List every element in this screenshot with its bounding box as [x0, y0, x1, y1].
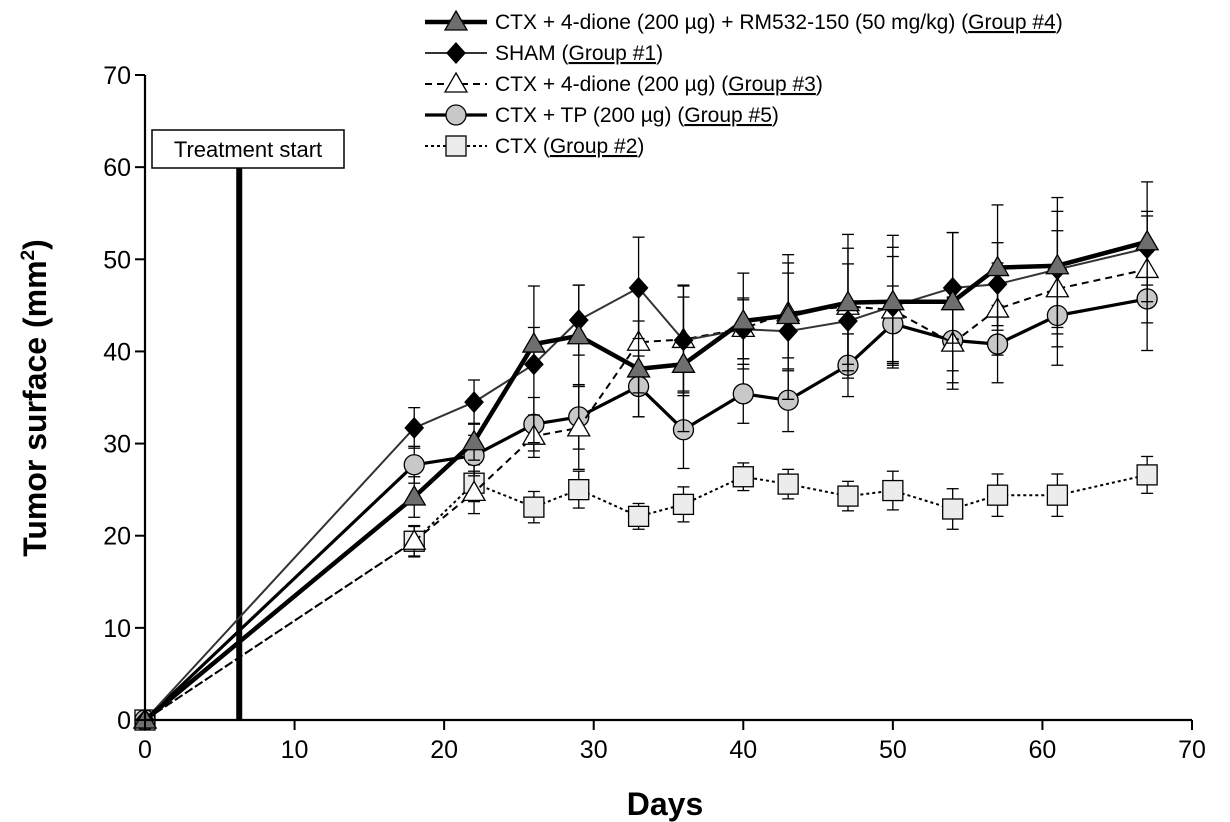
x-tick-label: 10 — [281, 736, 309, 764]
treatment-start-label: Treatment start — [174, 137, 322, 162]
data-point — [403, 454, 425, 476]
y-tick-label: 20 — [103, 523, 131, 551]
data-point — [402, 528, 427, 550]
series-line — [144, 247, 1148, 721]
data-point — [627, 505, 650, 528]
legend-label: CTX + 4-dione (200 µg) + RM532-150 (50 m… — [495, 11, 1063, 34]
y-tick-label: 60 — [103, 154, 131, 182]
x-tick-label: 40 — [729, 736, 757, 764]
y-tick-label: 40 — [103, 338, 131, 366]
data-point — [1136, 464, 1158, 486]
y-tick-label: 30 — [103, 431, 131, 459]
data-point — [1045, 253, 1070, 275]
data-point — [402, 484, 427, 506]
data-point — [942, 498, 964, 520]
x-tick-label: 50 — [879, 736, 907, 764]
x-tick-label: 30 — [580, 736, 608, 764]
legend-label: CTX + TP (200 µg) (Group #5) — [495, 104, 779, 127]
legend-marker — [445, 135, 467, 157]
series-3 — [132, 215, 1160, 729]
data-point — [1135, 229, 1160, 251]
data-point — [777, 473, 799, 495]
x-tick-label: 0 — [138, 736, 152, 764]
data-point — [566, 323, 591, 345]
x-axis-label: Days — [627, 786, 704, 822]
legend-marker — [443, 9, 469, 31]
data-point — [626, 356, 651, 378]
data-point — [732, 466, 754, 488]
y-tick-label: 50 — [103, 246, 131, 274]
data-point — [882, 479, 904, 502]
data-point — [837, 485, 859, 507]
x-tick-label: 60 — [1029, 736, 1057, 764]
series-2 — [135, 210, 1158, 731]
axes: 0 10 20 30 40 50 60 70 0 10 20 30 40 50 60 70 — [103, 62, 1206, 764]
legend-entry-3: CTX + 4-dione (200 µg) (Group #3) — [425, 71, 823, 96]
data-point — [776, 303, 801, 325]
legend-entry-4: CTX + TP (200 µg) (Group #5) — [425, 104, 779, 127]
legend-marker — [446, 42, 466, 64]
data-point — [672, 493, 695, 516]
legend-entry-1: CTX + 4-dione (200 µg) + RM532-150 (50 m… — [425, 9, 1063, 34]
data-point — [521, 331, 547, 353]
data-point — [985, 255, 1010, 277]
data-point — [628, 276, 649, 299]
x-tick-label: 20 — [430, 736, 458, 764]
legend-label: CTX (Group #2) — [495, 135, 644, 158]
data-point — [1046, 484, 1069, 506]
y-axis-label: Tumor surface (mm2) — [17, 239, 53, 557]
data-point — [461, 429, 487, 451]
data-point — [940, 289, 965, 311]
legend-marker — [443, 71, 469, 93]
legend-marker — [445, 104, 467, 126]
legend-label: CTX + 4-dione (200 µg) (Group #3) — [495, 73, 823, 96]
y-tick-label: 70 — [103, 62, 131, 90]
data-point — [986, 484, 1009, 506]
data-point — [671, 352, 696, 373]
series-1 — [132, 181, 1160, 729]
data-point — [835, 290, 861, 312]
data-point — [404, 416, 425, 439]
data-point — [732, 383, 754, 405]
data-point — [731, 308, 756, 330]
x-tick-label: 70 — [1178, 736, 1206, 764]
y-tick-label: 10 — [103, 615, 131, 643]
plot-area: Treatment start — [132, 129, 1160, 731]
series-5 — [134, 455, 1158, 731]
legend-entry-5: CTX (Group #2) — [425, 135, 644, 158]
legend: CTX + 4-dione (200 µg) + RM532-150 (50 m… — [425, 9, 1063, 158]
data-point — [566, 415, 591, 437]
data-point — [464, 391, 484, 414]
y-tick-label: 0 — [117, 707, 131, 735]
legend-entry-2: SHAM (Group #1) — [425, 42, 663, 65]
data-point — [568, 478, 590, 501]
treatment-start-box — [151, 129, 345, 169]
data-point — [461, 480, 487, 502]
data-point — [523, 496, 545, 518]
legend-label: SHAM (Group #1) — [495, 42, 663, 65]
data-point — [880, 289, 905, 311]
series-4 — [134, 246, 1158, 731]
